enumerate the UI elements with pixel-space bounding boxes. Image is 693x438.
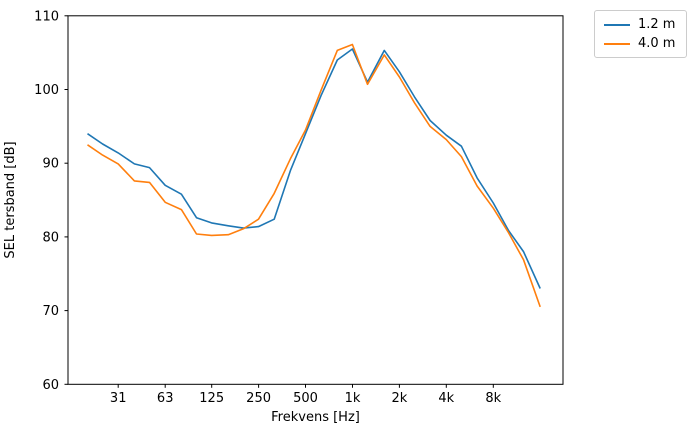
series-line-1.2-m [87,48,541,289]
x-tick-label: 125 [199,391,224,406]
x-tick-marks [117,384,494,388]
legend-label: 4.0 m [638,36,676,51]
y-tick-label: 110 [34,9,59,24]
x-tick-label: 63 [157,391,174,406]
y-tick-label: 90 [42,157,59,172]
y-tick-label: 80 [42,230,59,245]
x-tick-label: 1k [345,391,361,406]
legend: 1.2 m 4.0 m [594,10,688,58]
series-line-4.0-m [87,43,541,308]
axes-border [67,15,564,385]
x-tick-label: 250 [246,391,271,406]
x-tick-label: 8k [485,391,501,406]
legend-label: 1.2 m [638,17,676,32]
x-tick-label: 500 [293,391,318,406]
legend-line-swatch [604,42,630,45]
x-tick-label: 4k [438,391,454,406]
y-tick-label: 100 [34,83,59,98]
legend-line-swatch [604,23,630,26]
y-tick-label: 70 [42,304,59,319]
series-lines [87,43,541,308]
y-tick-label: 60 [42,378,59,393]
x-tick-label: 31 [110,391,127,406]
legend-entry: 4.0 m [604,36,675,51]
legend-entry: 1.2 m [604,17,675,32]
x-axis-label: Frekvens [Hz] [271,410,360,425]
y-axis-label: SEL tersband [dB] [3,141,18,258]
x-tick-label: 2k [391,391,407,406]
y-tick-marks [64,15,68,385]
